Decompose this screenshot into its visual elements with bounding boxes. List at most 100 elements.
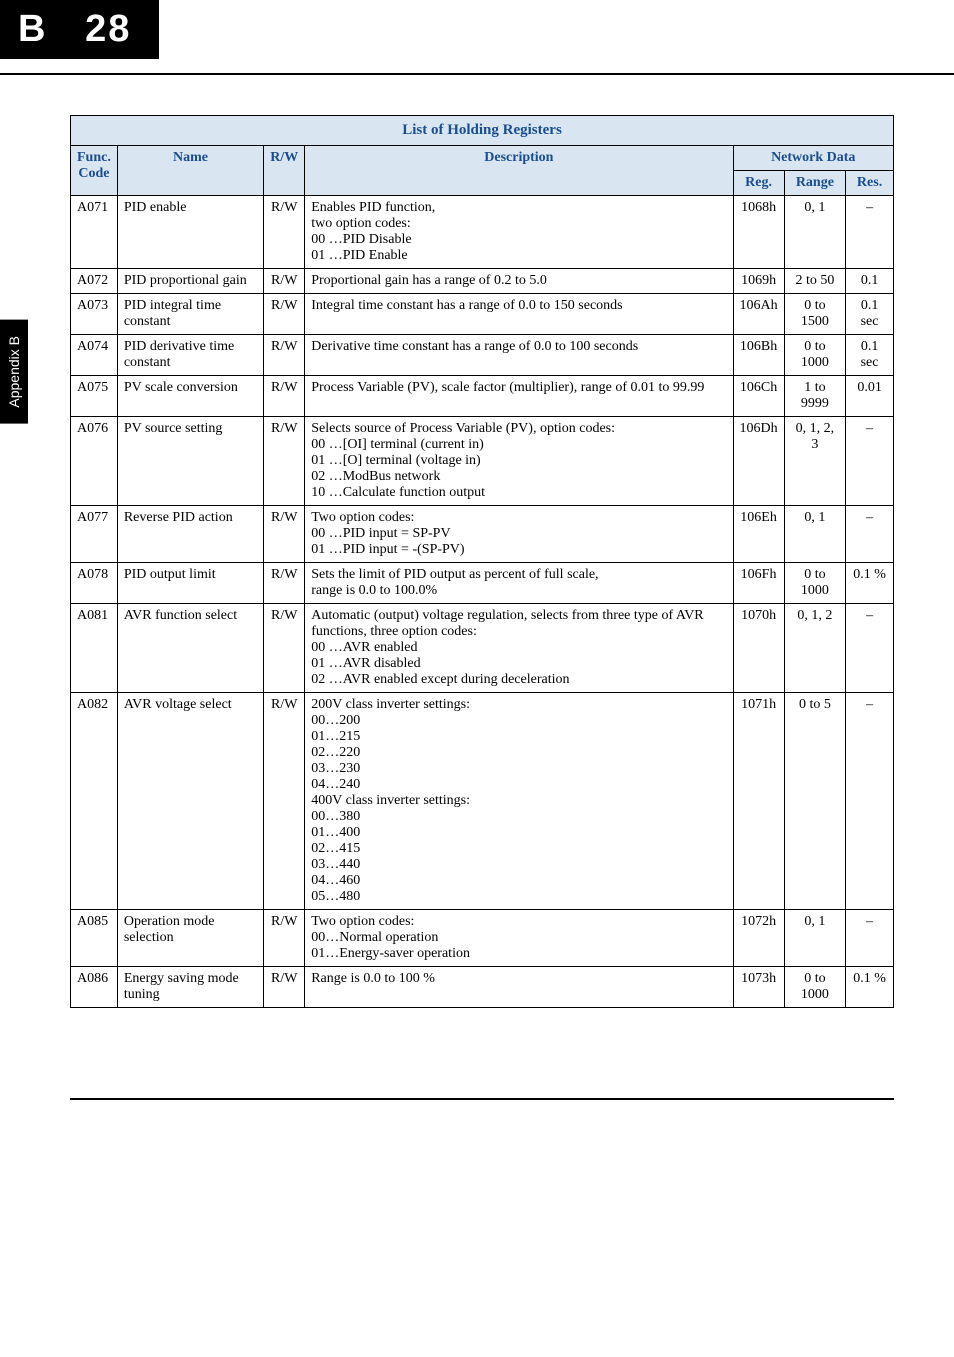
cell-res: 0.1 sec (846, 335, 894, 376)
cell-func: A081 (71, 604, 118, 693)
cell-func: A078 (71, 563, 118, 604)
cell-name: PID proportional gain (117, 269, 263, 294)
col-name: Name (117, 146, 263, 196)
col-range: Range (784, 171, 845, 196)
cell-rw: R/W (264, 417, 305, 506)
cell-name: Reverse PID action (117, 506, 263, 563)
cell-range: 0, 1 (784, 506, 845, 563)
table-row: A073PID integral time constantR/WIntegra… (71, 294, 894, 335)
cell-name: Energy saving mode tuning (117, 967, 263, 1008)
cell-desc: Integral time constant has a range of 0.… (305, 294, 733, 335)
side-tab: Appendix B (0, 320, 28, 424)
cell-reg: 106Dh (733, 417, 784, 506)
cell-name: PID enable (117, 196, 263, 269)
cell-desc: Two option codes: 00…Normal operation 01… (305, 910, 733, 967)
table-row: A074PID derivative time constantR/WDeriv… (71, 335, 894, 376)
cell-func: A075 (71, 376, 118, 417)
table-row: A072PID proportional gainR/WProportional… (71, 269, 894, 294)
col-res: Res. (846, 171, 894, 196)
cell-range: 0 to 5 (784, 693, 845, 910)
cell-desc: Sets the limit of PID output as percent … (305, 563, 733, 604)
table-row: A078PID output limitR/WSets the limit of… (71, 563, 894, 604)
cell-desc: 200V class inverter settings: 00…200 01…… (305, 693, 733, 910)
cell-res: – (846, 604, 894, 693)
table-row: A075PV scale conversionR/WProcess Variab… (71, 376, 894, 417)
cell-res: – (846, 506, 894, 563)
cell-desc: Process Variable (PV), scale factor (mul… (305, 376, 733, 417)
cell-range: 0 to 1500 (784, 294, 845, 335)
cell-res: 0.1 % (846, 563, 894, 604)
cell-range: 0 to 1000 (784, 563, 845, 604)
cell-rw: R/W (264, 967, 305, 1008)
footer-rule (70, 1098, 894, 1100)
col-rw: R/W (264, 146, 305, 196)
cell-rw: R/W (264, 506, 305, 563)
cell-func: A072 (71, 269, 118, 294)
cell-rw: R/W (264, 604, 305, 693)
cell-name: PID integral time constant (117, 294, 263, 335)
cell-range: 0 to 1000 (784, 335, 845, 376)
cell-name: PV scale conversion (117, 376, 263, 417)
page-number: 28 (85, 8, 131, 50)
cell-reg: 1070h (733, 604, 784, 693)
holding-registers-table: List of Holding Registers Func. Code Nam… (70, 115, 894, 1008)
cell-reg: 1069h (733, 269, 784, 294)
content-area: List of Holding Registers Func. Code Nam… (0, 75, 954, 1068)
cell-desc: Two option codes: 00 …PID input = SP-PV … (305, 506, 733, 563)
cell-desc: Proportional gain has a range of 0.2 to … (305, 269, 733, 294)
cell-desc: Selects source of Process Variable (PV),… (305, 417, 733, 506)
cell-desc: Enables PID function, two option codes: … (305, 196, 733, 269)
cell-name: PID derivative time constant (117, 335, 263, 376)
cell-range: 1 to 9999 (784, 376, 845, 417)
cell-func: A074 (71, 335, 118, 376)
table-row: A081AVR function selectR/WAutomatic (out… (71, 604, 894, 693)
table-row: A085Operation mode selectionR/WTwo optio… (71, 910, 894, 967)
cell-range: 0, 1 (784, 910, 845, 967)
cell-range: 0 to 1000 (784, 967, 845, 1008)
cell-func: A071 (71, 196, 118, 269)
cell-range: 0, 1 (784, 196, 845, 269)
cell-res: – (846, 196, 894, 269)
table-row: A071PID enableR/WEnables PID function, t… (71, 196, 894, 269)
cell-func: A082 (71, 693, 118, 910)
cell-res: 0.01 (846, 376, 894, 417)
cell-range: 2 to 50 (784, 269, 845, 294)
col-reg: Reg. (733, 171, 784, 196)
cell-name: AVR function select (117, 604, 263, 693)
cell-res: 0.1 sec (846, 294, 894, 335)
cell-desc: Range is 0.0 to 100 % (305, 967, 733, 1008)
col-func: Func. Code (71, 146, 118, 196)
cell-desc: Derivative time constant has a range of … (305, 335, 733, 376)
chapter-letter: B (18, 8, 47, 50)
cell-res: – (846, 693, 894, 910)
cell-reg: 106Eh (733, 506, 784, 563)
cell-name: AVR voltage select (117, 693, 263, 910)
cell-rw: R/W (264, 563, 305, 604)
cell-func: A073 (71, 294, 118, 335)
table-row: A077Reverse PID actionR/WTwo option code… (71, 506, 894, 563)
page-header-badge: B 28 (0, 0, 159, 59)
cell-func: A085 (71, 910, 118, 967)
cell-rw: R/W (264, 269, 305, 294)
cell-name: Operation mode selection (117, 910, 263, 967)
table-body: A071PID enableR/WEnables PID function, t… (71, 196, 894, 1008)
cell-func: A076 (71, 417, 118, 506)
cell-reg: 1068h (733, 196, 784, 269)
cell-desc: Automatic (output) voltage regulation, s… (305, 604, 733, 693)
cell-rw: R/W (264, 294, 305, 335)
cell-res: 0.1 (846, 269, 894, 294)
cell-name: PID output limit (117, 563, 263, 604)
cell-res: – (846, 417, 894, 506)
cell-reg: 1073h (733, 967, 784, 1008)
cell-func: A086 (71, 967, 118, 1008)
table-row: A082AVR voltage selectR/W200V class inve… (71, 693, 894, 910)
cell-rw: R/W (264, 693, 305, 910)
cell-res: 0.1 % (846, 967, 894, 1008)
cell-rw: R/W (264, 376, 305, 417)
cell-res: – (846, 910, 894, 967)
cell-reg: 1072h (733, 910, 784, 967)
cell-rw: R/W (264, 196, 305, 269)
cell-reg: 1071h (733, 693, 784, 910)
table-row: A076PV source settingR/WSelects source o… (71, 417, 894, 506)
cell-reg: 106Ch (733, 376, 784, 417)
